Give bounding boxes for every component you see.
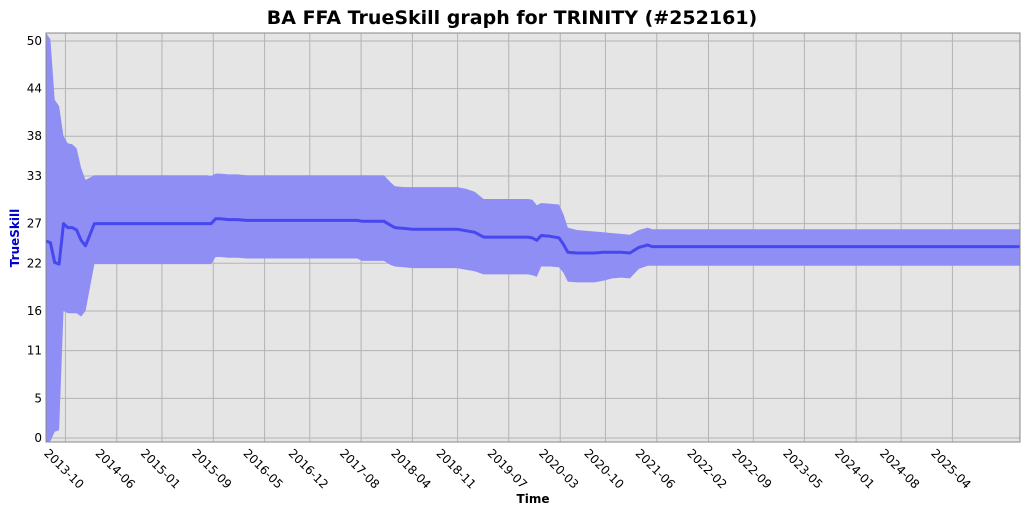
y-axis-label: TrueSkill bbox=[8, 209, 22, 267]
y-tick-label: 16 bbox=[27, 304, 42, 318]
y-tick-label: 5 bbox=[34, 391, 42, 405]
y-tick-label: 11 bbox=[27, 344, 42, 358]
x-axis-label: Time bbox=[517, 492, 550, 506]
y-tick-label: 38 bbox=[27, 129, 42, 143]
trueskill-mean-line bbox=[45, 217, 1020, 266]
y-tick-label: 44 bbox=[27, 82, 42, 96]
y-tick-label: 27 bbox=[27, 217, 42, 231]
y-tick-label: 50 bbox=[27, 34, 42, 48]
y-tick-label: 0 bbox=[34, 431, 42, 445]
y-tick-label: 22 bbox=[27, 256, 42, 270]
y-axis-ticks: 0 5 11 16 22 27 33 38 44 50 bbox=[27, 34, 42, 445]
y-tick-label: 33 bbox=[27, 169, 42, 183]
plot-frame bbox=[45, 32, 1021, 443]
chart-title: BA FFA TrueSkill graph for TRINITY (#252… bbox=[267, 7, 757, 29]
